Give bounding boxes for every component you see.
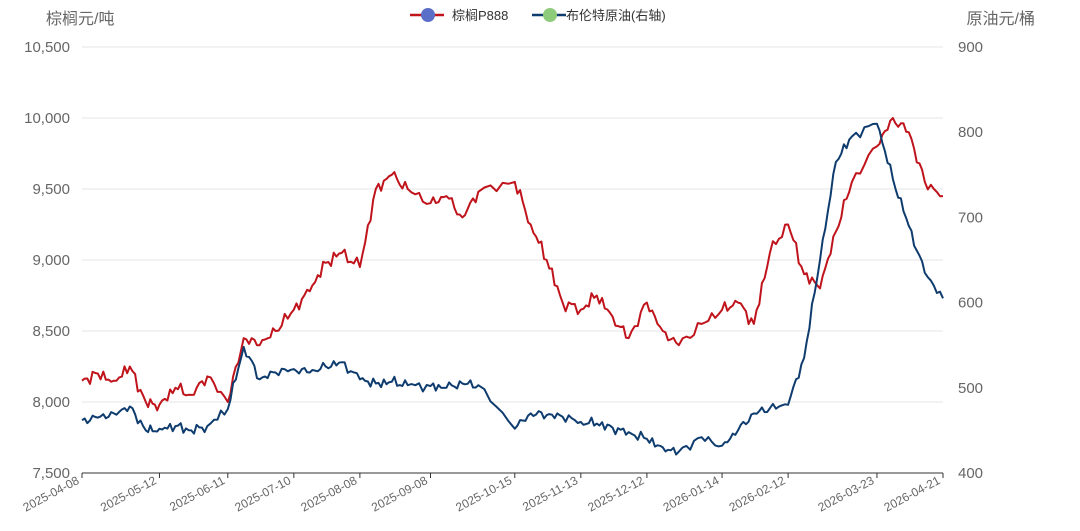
left-axis-tick-label: 8,500 — [32, 323, 70, 340]
legend-marker — [421, 8, 435, 22]
x-axis-tick-label: 2025-11-13 — [520, 473, 580, 514]
legend-marker — [543, 8, 557, 22]
legend-label: 布伦特原油(右轴) — [566, 8, 666, 23]
x-axis-tick-label: 2025-08-08 — [299, 473, 360, 514]
legend[interactable]: 棕榈P888 布伦特原油(右轴) — [410, 8, 666, 23]
right-axis-tick-label: 900 — [958, 39, 983, 56]
gridlines — [82, 46, 943, 474]
x-axis-tick-label: 2025-05-12 — [98, 473, 159, 514]
right-axis: 400 500 600 700 800 900 — [958, 39, 983, 482]
x-axis-tick-label: 2026-04-21 — [882, 473, 943, 514]
series-line — [81, 117, 944, 412]
x-axis-tick-label: 2025-09-08 — [369, 473, 430, 514]
right-axis-tick-label: 400 — [958, 465, 983, 482]
series-line — [81, 122, 944, 456]
right-axis-tick-label: 700 — [958, 209, 983, 226]
left-axis-tick-label: 10,500 — [24, 39, 70, 56]
x-axis-tick-label: 2026-01-14 — [661, 473, 722, 514]
x-axis: 2025-04-08 2025-05-12 2025-06-11 2025-07-10… — [21, 472, 944, 514]
series-lines — [81, 117, 944, 456]
x-axis-tick-label: 2025-10-15 — [453, 473, 514, 514]
right-axis-tick-label: 500 — [958, 380, 983, 397]
left-axis-tick-label: 8,000 — [32, 394, 70, 411]
x-axis-tick-label: 2026-02-12 — [727, 473, 788, 514]
x-axis-tick-label: 2025-12-12 — [586, 473, 647, 514]
right-axis-unit: 原油元/桶 — [967, 10, 1035, 28]
left-axis-tick-label: 7,500 — [32, 465, 70, 482]
x-axis-tick-label: 2026-03-23 — [816, 473, 877, 514]
left-axis-tick-label: 9,500 — [32, 181, 70, 198]
legend-item[interactable]: 棕榈P888 — [410, 8, 508, 23]
legend-item[interactable]: 布伦特原油(右轴) — [532, 8, 666, 23]
right-axis-tick-label: 800 — [958, 124, 983, 141]
legend-label: 棕榈P888 — [452, 8, 508, 23]
right-axis-tick-label: 600 — [958, 295, 983, 312]
left-axis-unit: 棕榈元/吨 — [46, 10, 114, 28]
left-axis: 7,500 8,000 8,500 9,000 9,500 10,000 10,500 — [24, 39, 70, 482]
left-axis-tick-label: 10,000 — [24, 110, 70, 127]
x-axis-tick-label: 2025-07-10 — [232, 473, 293, 514]
left-axis-tick-label: 9,000 — [32, 252, 70, 269]
x-axis-tick-label: 2025-06-11 — [167, 473, 227, 514]
